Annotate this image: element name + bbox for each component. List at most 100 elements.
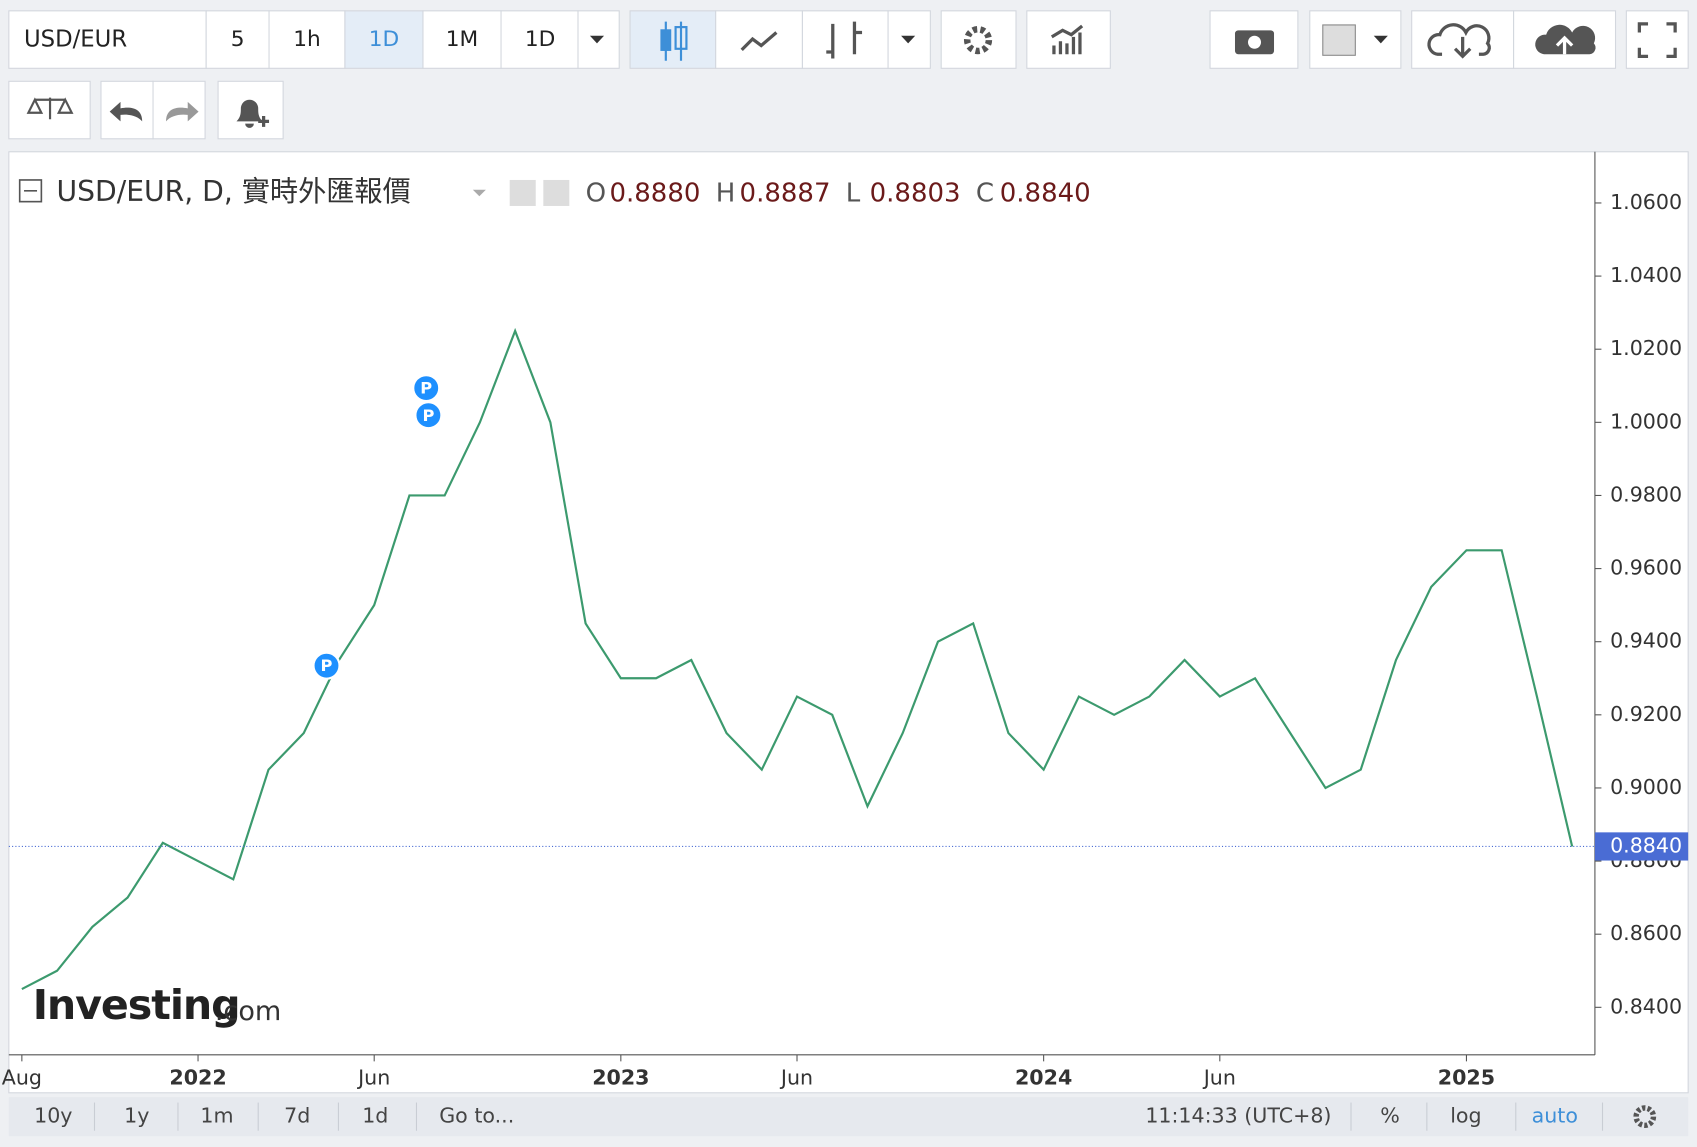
interval-btn[interactable] [268,10,346,69]
y-tick-label: 0.8400 [1610,994,1682,1018]
y-tick-label: 0.9000 [1610,775,1682,799]
icon [740,31,778,52]
ohlc-key: H [716,179,736,209]
icon [1322,24,1356,56]
y-tick-label: 1.0600 [1610,190,1682,214]
caret [1373,35,1388,44]
interval-btn[interactable] [422,10,502,69]
icon [1427,23,1491,59]
fullscreen-btn[interactable] [1625,10,1689,69]
x-tick-label: Aug [2,1066,42,1090]
y-tick-label: 1.0200 [1610,336,1682,360]
icon [660,29,672,51]
settings-btn[interactable] [940,10,1017,69]
y-tick-label: 0.9400 [1610,629,1682,653]
last-price-label: 0.8840 [1610,833,1682,857]
icon [674,26,688,50]
y-tick-label: 1.0400 [1610,263,1682,287]
watermark: Investing .com [33,981,282,1029]
ohlc-legend: O 0.8880 H 0.8887 L 0.8803 C 0.8840 [586,179,1091,209]
logo: Investing [33,981,240,1029]
plot: 0.84000.86000.88000.90000.92000.94000.96… [2,151,1689,1090]
range-btn[interactable]: 1y [124,1104,149,1128]
top-toolbar: USD/EUR 5 1h 1D 1M 1D [8,10,1689,69]
icon [26,97,74,120]
interval: 1D [369,27,399,52]
interval: 5 [231,27,245,52]
price-line [21,327,1574,991]
interval-btn-active[interactable] [344,10,424,69]
y-tick-label: 0.9600 [1610,556,1682,580]
interval-btn[interactable] [500,10,579,69]
settings-icon[interactable] [1633,1105,1657,1129]
clock: 11:14:33 (UTC+8) [1145,1104,1331,1128]
indicators-btn[interactable] [1026,10,1111,69]
event-marker[interactable] [412,374,441,403]
range-btn[interactable]: 1m [200,1104,233,1128]
ohlc-key: L [846,179,861,209]
chart-title: USD/EUR, D, 實時外匯報價 [57,175,411,208]
scale-option[interactable]: auto [1532,1104,1578,1128]
event-marker-label: P [422,406,434,425]
logo-suffix: .com [215,996,281,1027]
bottom-controls: 10y 1y 1m 7d 1d Go to... 11:14:33 (UTC+8)% log a… [34,1102,1657,1131]
event-marker-label: P [321,656,333,675]
ohlc-value: 0.8887 [740,179,831,209]
caret [472,189,486,197]
event-marker[interactable] [312,651,341,680]
x-tick-label: Jun [779,1066,813,1090]
y-tick-label: 0.9200 [1610,702,1682,726]
line-btn[interactable] [715,10,803,69]
ohlc-value: 0.8880 [609,179,700,209]
x-tick-label: Jun [1202,1066,1236,1090]
range-btn[interactable]: 10y [34,1104,72,1128]
y-tick-label: 1.0000 [1610,409,1682,433]
symbol: USD/EUR [24,27,127,53]
caret [589,35,605,44]
icon [258,116,270,127]
eye-btn[interactable] [509,179,536,206]
interval-btn[interactable] [205,10,270,69]
icon [166,101,199,122]
symbol-box[interactable] [8,10,207,69]
icon [826,21,863,59]
event-marker[interactable] [414,401,443,430]
y-tick-label: 0.9800 [1610,482,1682,506]
caret [901,35,916,44]
x-tick-label: 2024 [1015,1066,1072,1090]
collapse-icon[interactable] [18,179,43,203]
icon [1050,24,1084,55]
range-btn[interactable]: 7d [284,1104,310,1128]
icon [236,99,263,128]
scale-option[interactable]: % [1380,1104,1400,1128]
interval: 1h [293,27,321,52]
icon [1555,35,1574,55]
ohlc-key: O [586,179,606,209]
ohlc-key: C [976,179,994,209]
x-tick-label: 2023 [592,1066,649,1090]
ohlc-value: 0.8840 [1000,179,1091,209]
range-btn[interactable]: 1d [362,1104,388,1128]
x-tick-label: 2025 [1438,1066,1495,1090]
event-marker-label: P [420,379,432,398]
icon [1247,35,1262,49]
x-tick-label: 2022 [169,1066,226,1090]
icon [1637,22,1677,59]
bottom-bar [8,1097,1689,1137]
candle-btn[interactable] [629,10,717,69]
interval: 1D [525,27,555,52]
x-tick-label: Jun [356,1066,390,1090]
icon [109,101,143,122]
goto-btn[interactable]: Go to... [439,1104,514,1128]
interval: 1M [446,27,479,52]
y-tick-label: 0.8600 [1610,921,1682,945]
icon [963,26,993,55]
ohlc-value: 0.8803 [870,179,961,209]
bars-btn[interactable] [801,10,889,69]
second-toolbar [8,80,284,140]
settings-btn[interactable] [543,179,570,206]
scale-option[interactable]: log [1450,1104,1481,1128]
last-price-badge [1594,832,1689,861]
